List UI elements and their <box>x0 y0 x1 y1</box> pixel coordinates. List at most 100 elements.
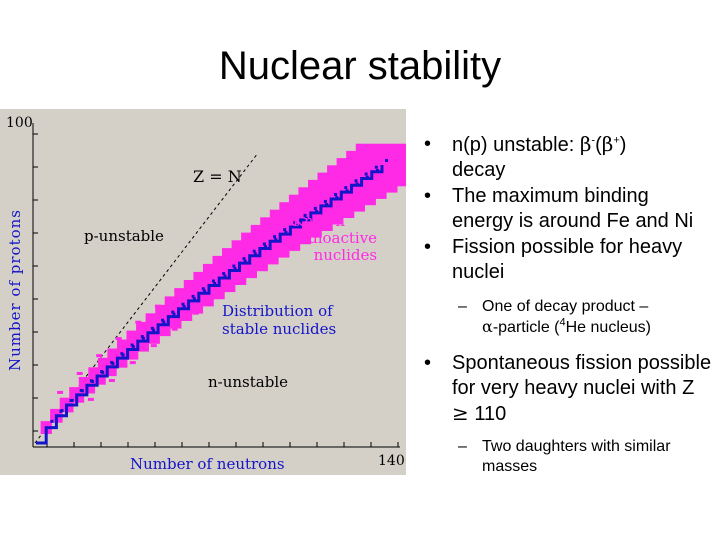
stable-nuclide-dot <box>141 336 145 340</box>
x-max-label: 140 <box>378 453 405 469</box>
bullet-glyph: • <box>424 352 432 374</box>
known-nuclides-label: Known radioactive nuclides <box>292 213 377 264</box>
known-nuclide-fragment <box>318 222 325 226</box>
ge-symbol: ≥ <box>452 401 469 425</box>
stable-nuclide-dot <box>345 189 349 193</box>
stable-nuclide-dot <box>354 179 358 183</box>
known-nuclide-fragment <box>174 289 181 293</box>
known-nuclide-fragment <box>276 251 283 255</box>
known-nuclide-fragment <box>311 188 318 192</box>
stable-nuclide-dot <box>181 302 185 306</box>
bullet-item-unstable-decay: • n(p) unstable: β-(β+) decay <box>422 132 712 183</box>
stable-nuclide-dot <box>182 304 186 308</box>
known-nuclide-fragment <box>213 259 220 263</box>
beta-minus-symbol: β <box>579 132 592 156</box>
known-nuclide-fragment <box>252 230 259 234</box>
known-nuclide-fragment <box>76 372 83 375</box>
stable-nuclide-dot <box>253 252 257 256</box>
known-nuclide-fragment <box>96 354 103 358</box>
stable-nuclide-dot <box>243 259 247 263</box>
stable-nuclide-dot <box>344 186 348 190</box>
beta-plus-symbol: β <box>601 132 614 156</box>
bullet-4-text: Spontaneous fission possible for very he… <box>452 352 712 399</box>
stable-nuclide-dot <box>121 353 125 357</box>
known-label-line-2: radioactive <box>292 229 378 247</box>
stable-nuclide-dot <box>284 231 288 234</box>
p-unstable-label: p-unstable <box>84 227 164 245</box>
known-nuclide-fragment <box>129 361 136 365</box>
dash-glyph: – <box>458 438 467 455</box>
bullet-1-text: n(p) unstable: <box>452 134 580 156</box>
stable-nuclide-dot <box>140 335 144 339</box>
bullet-4-end: 110 <box>468 403 507 425</box>
stable-nuclide-dot <box>273 235 277 239</box>
known-nuclide-fragment <box>272 215 279 219</box>
stable-label-line-1: Distribution of <box>222 302 333 320</box>
known-nuclide-fragment <box>192 311 199 315</box>
bullet-glyph: • <box>424 185 432 207</box>
stable-nuclide-dot <box>334 193 338 196</box>
known-nuclide-fragment <box>360 195 367 199</box>
bullet-list: • n(p) unstable: β-(β+) decay • The maxi… <box>422 132 712 487</box>
bullet-3-text: Fission possible for heavy nuclei <box>452 236 683 283</box>
stable-nuclide-dot <box>222 272 226 275</box>
stable-nuclide-dot <box>161 318 165 322</box>
sub-bullet-2-text: Two daughters with similar masses <box>482 438 671 475</box>
stable-nuclide-dot <box>274 238 278 242</box>
known-nuclide-fragment <box>154 304 161 308</box>
stable-nuclide-dot <box>283 228 287 232</box>
stable-nuclide-dot <box>80 389 84 393</box>
y-max-label: 100 <box>6 115 33 131</box>
alpha-symbol: α <box>482 317 493 336</box>
stable-nuclide-dot <box>203 289 206 293</box>
stable-nuclide-dot <box>313 206 317 210</box>
nuclide-chart-graphic <box>32 123 406 448</box>
stable-nuclide-dot <box>212 279 215 283</box>
known-nuclide-fragment <box>115 337 122 341</box>
known-nuclide-fragment <box>255 266 262 270</box>
stable-nuclide-dot <box>232 264 236 268</box>
bullet-glyph: • <box>424 236 432 258</box>
stable-nuclide-dot <box>335 196 339 200</box>
stable-nuclide-dot <box>172 312 176 316</box>
stable-nuclide-dot <box>91 380 95 383</box>
stable-nuclide-dot <box>264 245 268 249</box>
stable-nuclide-dot <box>60 409 64 412</box>
known-nuclide-fragment <box>233 244 240 248</box>
stable-nuclide-dot <box>111 362 115 366</box>
known-nuclide-fragment <box>350 161 357 164</box>
y-axis-label: Number of protons <box>6 209 24 371</box>
known-nuclide-fragment <box>87 397 94 401</box>
stable-nuclide-dot <box>323 199 327 203</box>
stable-nuclide-dot <box>150 326 154 330</box>
stable-nuclide-dot <box>101 370 105 374</box>
stable-nuclide-dot <box>70 398 74 402</box>
known-nuclide-fragment <box>213 296 220 300</box>
bullet-item-binding-energy: • The maximum binding energy is around F… <box>422 184 712 234</box>
bullet-item-fission: • Fission possible for heavy nuclei <box>422 235 712 285</box>
bullet-item-spontaneous-fission: • Spontaneous fission possible for very … <box>422 351 712 427</box>
known-label-line-1: Known <box>292 212 346 230</box>
stable-nuclides-label: Distribution of stable nuclides <box>222 302 336 338</box>
sub-bullet-1-end: He nucleus) <box>565 319 651 336</box>
stable-nuclide-dot <box>314 209 318 213</box>
stable-nuclide-dot <box>50 419 54 423</box>
bullet-glyph: • <box>424 133 432 155</box>
stable-nuclide-dot <box>191 294 195 298</box>
stable-nuclide-dot <box>223 274 227 278</box>
stable-nuclide-dot <box>293 221 297 224</box>
stable-nuclide-dot <box>192 297 196 301</box>
stable-nuclide-dot <box>294 223 298 227</box>
paren-open: ( <box>595 134 602 156</box>
known-nuclide-fragment <box>297 237 304 241</box>
bullet-2-text: The maximum binding energy is around Fe … <box>452 185 694 232</box>
dash-glyph: – <box>458 298 467 315</box>
sub-bullet-1-mid: -particle ( <box>492 319 560 336</box>
stable-nuclide-dot <box>374 165 378 169</box>
known-label-line-3: nuclides <box>313 246 378 264</box>
sub-bullet-daughters: – Two daughters with similar masses <box>422 437 712 477</box>
minus-sup: - <box>591 134 596 147</box>
paren-close: ) <box>619 134 627 156</box>
bullet-1-line-2: decay <box>452 159 506 181</box>
stable-nuclide-dot <box>201 287 205 291</box>
